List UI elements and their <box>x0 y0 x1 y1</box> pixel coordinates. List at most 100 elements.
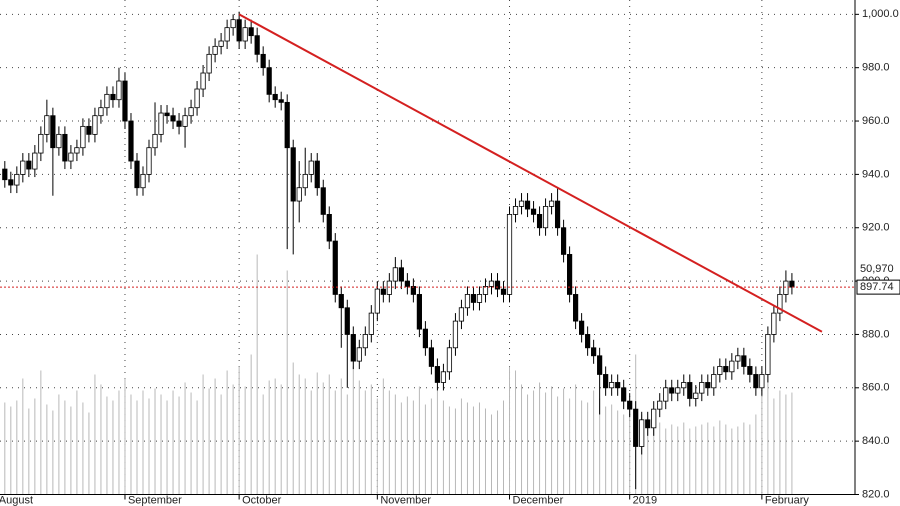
y-tick-label: 820.0 <box>862 488 890 500</box>
candle-body <box>272 93 278 101</box>
y-tick-label: 880.0 <box>862 328 890 340</box>
candle-body <box>518 200 525 207</box>
candle-body <box>482 286 489 295</box>
x-tick-label: September <box>128 494 182 506</box>
volume-label-box <box>857 262 900 275</box>
candle-body <box>86 125 92 135</box>
candle-body <box>542 206 549 229</box>
candle-body <box>747 366 753 375</box>
x-tick-label: November <box>380 494 431 506</box>
candle-body <box>8 179 14 186</box>
candle-body <box>554 200 561 229</box>
candle-body <box>188 107 194 117</box>
candle-body <box>374 288 380 314</box>
candle-body <box>230 19 236 29</box>
candle-body <box>560 227 567 255</box>
candle-body <box>2 168 8 181</box>
y-tick-label: 840.0 <box>862 435 890 447</box>
candle-body <box>615 382 621 389</box>
candle-body <box>530 208 537 215</box>
candle-body <box>68 152 74 162</box>
candle-body <box>32 152 38 170</box>
candle-body <box>627 400 633 410</box>
candle-body <box>765 334 771 375</box>
candle-body <box>110 93 116 101</box>
candle-body <box>548 200 555 207</box>
candle-body <box>62 133 68 162</box>
candle-body <box>116 80 122 101</box>
candle-body <box>777 294 783 314</box>
candle-body <box>194 88 200 109</box>
candle-body <box>332 240 338 295</box>
candle-body <box>410 286 416 295</box>
candle-body <box>512 206 519 215</box>
candle-body <box>254 35 260 55</box>
candle-body <box>464 294 471 309</box>
candle-body <box>500 288 507 295</box>
candle-body <box>320 187 326 215</box>
candle-body <box>476 294 483 303</box>
candle-body <box>783 280 789 295</box>
candle-body <box>446 347 453 373</box>
candle-body <box>140 173 146 189</box>
candle-body <box>200 72 206 90</box>
candle-body <box>344 307 350 335</box>
candle-body <box>458 307 465 322</box>
candle-body <box>428 347 435 367</box>
candle-body <box>350 334 356 362</box>
candle-body <box>687 382 693 399</box>
candle-body <box>170 115 176 122</box>
candle-body <box>236 19 242 42</box>
candle-body <box>404 280 410 287</box>
candle-body <box>729 360 735 373</box>
candle-body <box>603 374 609 389</box>
candle-body <box>597 355 603 375</box>
candle-body <box>248 27 254 37</box>
candle-body <box>705 382 711 389</box>
candle-body <box>326 214 332 242</box>
candle-body <box>440 371 447 383</box>
candle-body <box>56 133 62 149</box>
candle-body <box>723 366 729 373</box>
candle-body <box>566 254 573 295</box>
candle-body <box>639 419 645 447</box>
candle-body <box>470 294 477 303</box>
candle-body <box>314 160 320 189</box>
candle-body <box>609 382 615 389</box>
candle-body <box>693 392 699 399</box>
candle-body <box>44 115 50 135</box>
candle-body <box>290 147 296 202</box>
candle-body <box>122 80 128 122</box>
candle-body <box>266 67 272 95</box>
candle-body <box>296 187 302 202</box>
candle-body <box>128 120 134 162</box>
candle-body <box>74 147 80 154</box>
y-tick-label: 920.0 <box>862 222 890 234</box>
candle-body <box>735 355 741 362</box>
candle-body <box>356 347 362 362</box>
x-tick-label: October <box>242 494 281 506</box>
trendline <box>238 13 823 333</box>
candle-body <box>771 312 777 335</box>
candle-body <box>741 355 747 367</box>
price-label-box <box>856 279 900 295</box>
candle-body <box>651 408 657 429</box>
candle-body <box>591 347 597 357</box>
x-tick-label: August <box>0 494 33 506</box>
candle-body <box>38 133 44 154</box>
candle-body <box>50 115 56 149</box>
candle-body <box>368 312 374 335</box>
candle-body <box>380 288 386 295</box>
y-tick-label: 960.0 <box>862 115 890 127</box>
x-tick-label: 2019 <box>633 494 657 506</box>
candle-body <box>573 294 579 322</box>
candle-body <box>711 374 717 389</box>
candle-body <box>717 366 723 375</box>
candle-body <box>621 387 627 402</box>
candle-body <box>675 387 681 394</box>
candle-body <box>224 27 230 42</box>
candle-body <box>206 53 212 74</box>
candle-body <box>302 173 308 189</box>
candle-body <box>699 382 705 394</box>
